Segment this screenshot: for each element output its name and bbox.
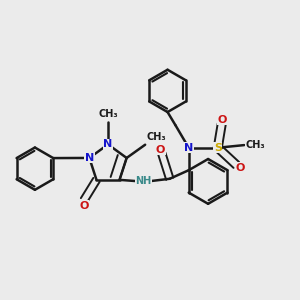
Text: CH₃: CH₃ <box>98 110 118 119</box>
Text: N: N <box>85 153 94 163</box>
Text: N: N <box>184 143 193 153</box>
Text: O: O <box>217 115 226 124</box>
Text: NH: NH <box>135 176 152 186</box>
Text: O: O <box>235 163 245 173</box>
Text: S: S <box>214 143 222 153</box>
Text: CH₃: CH₃ <box>246 140 266 150</box>
Text: O: O <box>80 201 89 211</box>
Text: N: N <box>103 140 112 149</box>
Text: CH₃: CH₃ <box>147 132 166 142</box>
Text: O: O <box>156 145 165 155</box>
